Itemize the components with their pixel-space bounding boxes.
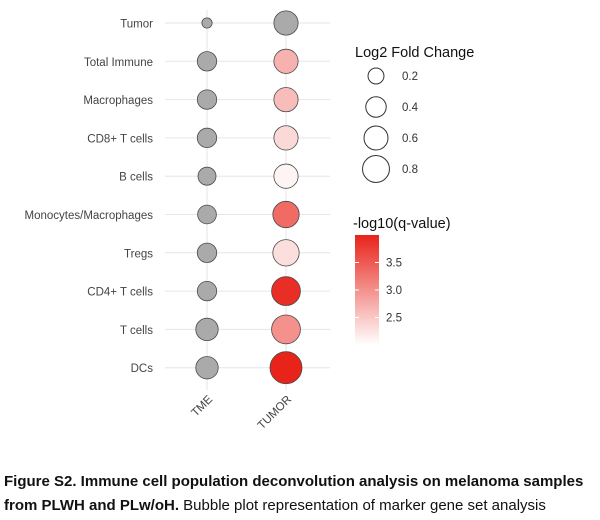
color-legend-label: 3.0	[386, 285, 402, 297]
x-tick-label: TME	[189, 393, 215, 419]
color-legend: -log10(q-value) 3.5 3.0 2.5	[353, 216, 451, 345]
bubble	[273, 125, 299, 151]
size-legend-label: 0.2	[402, 71, 418, 83]
x-tick-label: TUMOR	[256, 394, 294, 432]
size-legend: Log2 Fold Change 0.2 0.4 0.6 0.8	[355, 45, 474, 183]
size-legend-key	[367, 67, 385, 85]
y-tick-label: Macrophages	[83, 95, 153, 107]
y-tick-label: DCs	[131, 363, 154, 375]
bubble	[197, 166, 217, 186]
y-tick-label: T cells	[120, 325, 153, 337]
caption-bold: Figure S2. Immune cell population deconv…	[4, 473, 584, 514]
size-legend-label: 0.4	[402, 102, 419, 114]
bubble	[273, 87, 299, 113]
bubble	[197, 204, 217, 225]
bubble	[196, 89, 218, 110]
figure-caption: Figure S2. Immune cell population deconv…	[4, 470, 596, 518]
bubble	[196, 51, 218, 72]
bubble	[195, 356, 219, 380]
bubble	[269, 351, 303, 385]
bubble	[196, 127, 218, 149]
caption-text: Bubble plot representation of marker gen…	[179, 497, 546, 514]
y-tick-label: CD8+ T cells	[87, 133, 153, 145]
y-tick-label: CD4+ T cells	[87, 287, 153, 299]
size-legend-label: 0.6	[402, 133, 418, 145]
y-tick-label: Tumor	[120, 19, 153, 31]
size-legend-key	[363, 125, 389, 151]
bubble	[273, 48, 299, 74]
bubble	[271, 314, 301, 345]
bubble	[273, 163, 299, 189]
color-legend-title: -log10(q-value)	[353, 216, 451, 232]
bubbles	[195, 10, 303, 385]
bubble	[201, 17, 213, 29]
size-legend-key	[365, 96, 387, 118]
x-axis-labels: TME TUMOR	[189, 393, 294, 432]
color-legend-label: 2.5	[386, 313, 402, 325]
bubble	[272, 200, 300, 229]
size-legend-label: 0.8	[402, 164, 418, 176]
bubble	[271, 276, 301, 306]
bubble-chart: Tumor Total Immune Macrophages CD8+ T cells…	[25, 10, 474, 432]
y-tick-label: Monocytes/Macrophages	[25, 210, 154, 222]
y-tick-label: Tregs	[124, 248, 153, 260]
grid-lines	[165, 10, 330, 390]
bubble	[196, 280, 218, 302]
bubble	[272, 239, 300, 267]
y-tick-label: B cells	[119, 172, 153, 184]
y-tick-label: Total Immune	[84, 57, 153, 69]
y-axis-labels: Tumor Total Immune Macrophages CD8+ T cells…	[25, 19, 154, 376]
bubble	[196, 242, 218, 263]
size-legend-key	[362, 155, 390, 183]
bubble	[195, 317, 219, 342]
color-legend-label: 3.5	[386, 258, 402, 270]
size-legend-title: Log2 Fold Change	[355, 45, 474, 61]
bubble	[273, 10, 299, 36]
